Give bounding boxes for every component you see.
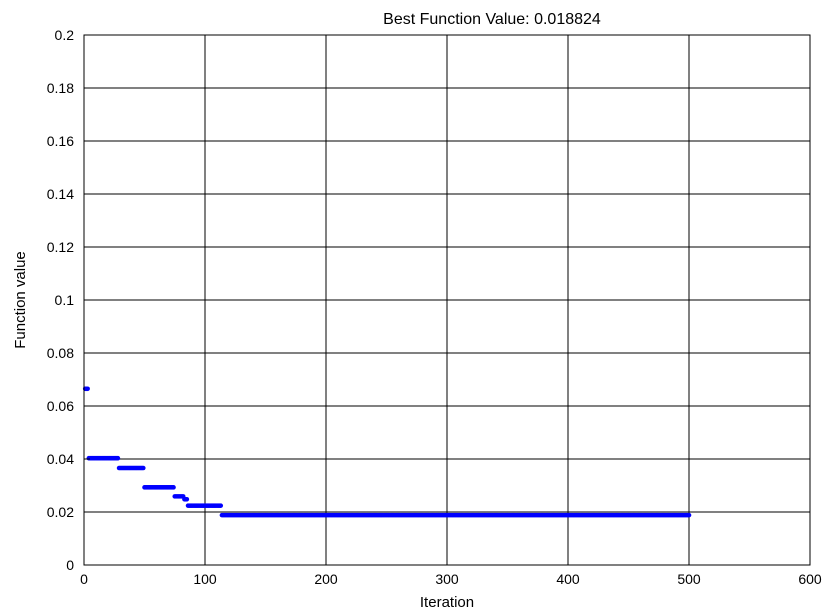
x-axis-label: Iteration bbox=[420, 594, 474, 611]
y-tick-label: 0.1 bbox=[55, 292, 75, 308]
y-tick-label: 0.12 bbox=[47, 239, 74, 255]
y-tick-label: 0.04 bbox=[47, 451, 74, 467]
data-point bbox=[686, 512, 692, 518]
data-point bbox=[218, 503, 224, 508]
y-axis-label: Function value bbox=[12, 251, 29, 349]
x-tick-label: 500 bbox=[677, 571, 701, 587]
axis-ticks: 0 100 200 300 400 500 600 0 0.02 0.04 0.06 0.08 0.1 0… bbox=[47, 27, 822, 587]
y-tick-label: 0.02 bbox=[47, 504, 74, 520]
y-tick-label: 0.08 bbox=[47, 345, 74, 361]
data-series bbox=[82, 386, 692, 518]
grid-lines bbox=[84, 35, 810, 565]
x-tick-label: 200 bbox=[314, 571, 338, 587]
x-tick-label: 100 bbox=[193, 571, 217, 587]
data-point bbox=[140, 465, 146, 471]
y-tick-label: 0.14 bbox=[47, 186, 74, 202]
data-point bbox=[115, 455, 121, 461]
chart-title: Best Function Value: 0.018824 bbox=[383, 11, 601, 28]
y-tick-label: 0.16 bbox=[47, 133, 74, 149]
y-tick-label: 0.06 bbox=[47, 398, 74, 414]
x-tick-label: 400 bbox=[556, 571, 580, 587]
y-tick-label: 0 bbox=[66, 557, 74, 573]
y-tick-label: 0.2 bbox=[55, 27, 75, 43]
data-point bbox=[184, 496, 190, 502]
data-point bbox=[85, 386, 90, 392]
x-tick-label: 0 bbox=[80, 571, 88, 587]
x-tick-label: 600 bbox=[798, 571, 822, 587]
x-tick-label: 300 bbox=[435, 571, 459, 587]
data-point bbox=[171, 485, 176, 490]
y-tick-label: 0.18 bbox=[47, 80, 74, 96]
